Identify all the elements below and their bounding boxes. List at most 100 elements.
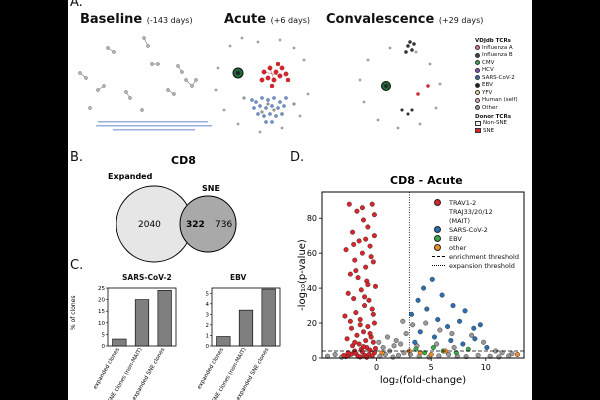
- data-point: [354, 332, 360, 338]
- data-point: [428, 352, 434, 358]
- legend-dot-icon: [475, 67, 480, 73]
- data-point: [409, 311, 415, 317]
- data-point: [401, 350, 407, 356]
- data-point: [348, 325, 354, 331]
- y-tick-label: 2: [206, 323, 210, 329]
- y-tick-label: 10: [98, 321, 105, 327]
- legend-item: Influenza A: [475, 44, 518, 52]
- data-point: [353, 268, 359, 274]
- data-point: [370, 339, 376, 345]
- data-point: [363, 338, 369, 344]
- data-point: [373, 345, 379, 351]
- bar-chart-ylabel: % of clones: [70, 295, 77, 330]
- data-point: [355, 275, 361, 281]
- data-point: [446, 352, 452, 358]
- legend-dotted-line-icon: [432, 265, 445, 266]
- network-days: (+29 days): [438, 16, 484, 25]
- data-point: [430, 345, 436, 351]
- x-axis-label: log₂(fold-change): [380, 375, 466, 386]
- legend-label: enrichment threshold: [449, 252, 519, 261]
- data-point: [367, 243, 373, 249]
- data-point: [487, 353, 493, 359]
- data-point: [367, 331, 373, 337]
- data-point: [496, 354, 502, 360]
- data-point: [460, 341, 466, 347]
- data-point: [437, 327, 443, 333]
- panel-a-letter: A.: [70, 0, 83, 10]
- y-tick-label: 25: [98, 286, 105, 292]
- data-point: [346, 201, 352, 207]
- volcano-plot: 0 20 40 60 80 0 5 10 log₂(fold-change) -log₁₀(p-v…: [297, 191, 525, 386]
- data-point: [370, 311, 376, 317]
- data-point: [472, 336, 478, 342]
- legend-label: SARS-CoV-2: [482, 74, 515, 81]
- data-point: [341, 352, 347, 358]
- legend-label: TRAV1-2: [449, 198, 477, 207]
- network-days: (-143 days): [146, 16, 193, 25]
- legend-dot-icon: [434, 199, 441, 206]
- bar: [157, 290, 172, 347]
- network-name: Baseline: [80, 12, 143, 27]
- data-point: [342, 313, 348, 319]
- volcano-title: CD8 - Acute: [390, 174, 463, 187]
- baseline-network: [78, 36, 198, 112]
- data-point: [445, 324, 451, 330]
- legend-item: SARS-CoV-2: [475, 74, 518, 82]
- data-point: [390, 354, 396, 360]
- volcano-legend-item: TRAJ33/20/12: [432, 207, 519, 216]
- legend-square-icon: [475, 128, 481, 134]
- legend-item: Non-SNE: [475, 120, 518, 128]
- data-point: [371, 320, 377, 326]
- data-point: [365, 224, 371, 230]
- y-tick-label: 5: [102, 332, 106, 338]
- y-tick-label: 60: [307, 249, 317, 258]
- data-point: [365, 282, 371, 288]
- data-point: [344, 336, 350, 342]
- data-point: [421, 285, 427, 291]
- data-point: [365, 324, 371, 330]
- data-point: [358, 287, 364, 293]
- legend-dot-icon: [475, 90, 480, 96]
- y-tick-label: 4: [206, 302, 210, 308]
- data-point: [357, 317, 363, 323]
- data-point: [465, 346, 471, 352]
- data-point: [366, 297, 372, 303]
- data-point: [354, 208, 360, 214]
- legend-dot-icon: [475, 45, 480, 51]
- panel-d-letter: D.: [290, 150, 305, 165]
- data-point: [385, 334, 391, 340]
- baseline-caption-lines: [96, 121, 212, 131]
- data-point: [417, 350, 423, 356]
- data-point: [412, 339, 418, 345]
- data-point: [373, 283, 379, 289]
- vdjdb-legend-items: Influenza A Influenza B CMV HCV SARS-CoV-2 EB…: [475, 44, 518, 112]
- donor-legend-title: Donor TCRs: [475, 113, 511, 120]
- data-point: [450, 303, 456, 309]
- plot-frame: [321, 191, 525, 359]
- data-point: [429, 276, 435, 282]
- data-point: [403, 331, 409, 337]
- data-point: [509, 351, 515, 357]
- data-point: [356, 341, 362, 347]
- data-point: [477, 322, 483, 328]
- y-axis-label: -log₁₀(p-value): [297, 239, 308, 311]
- venn-sne-circle: [179, 195, 237, 253]
- network-name: Acute: [224, 12, 267, 27]
- vdjdb-legend: VDJdb TCRs Influenza A Influenza B CMV HCV S…: [475, 38, 518, 135]
- volcano-legend-item: TRAV1-2: [432, 198, 519, 207]
- data-point: [417, 329, 423, 335]
- bar: [134, 299, 150, 347]
- legend-label: (MAIT): [449, 216, 471, 225]
- data-point: [451, 345, 457, 351]
- data-point: [368, 254, 374, 260]
- data-point: [413, 346, 419, 352]
- legend-label: EBV: [482, 82, 493, 89]
- bar-chart-sars-title: SARS-CoV-2: [122, 273, 172, 282]
- legend-item: Human (self): [475, 97, 518, 105]
- legend-label: SNE: [483, 127, 495, 134]
- legend-square-icon: [475, 120, 481, 126]
- network-title-acute: Acute (+6 days): [224, 12, 310, 27]
- tcr-network-graphs: [78, 36, 442, 134]
- acute-network: [214, 36, 310, 134]
